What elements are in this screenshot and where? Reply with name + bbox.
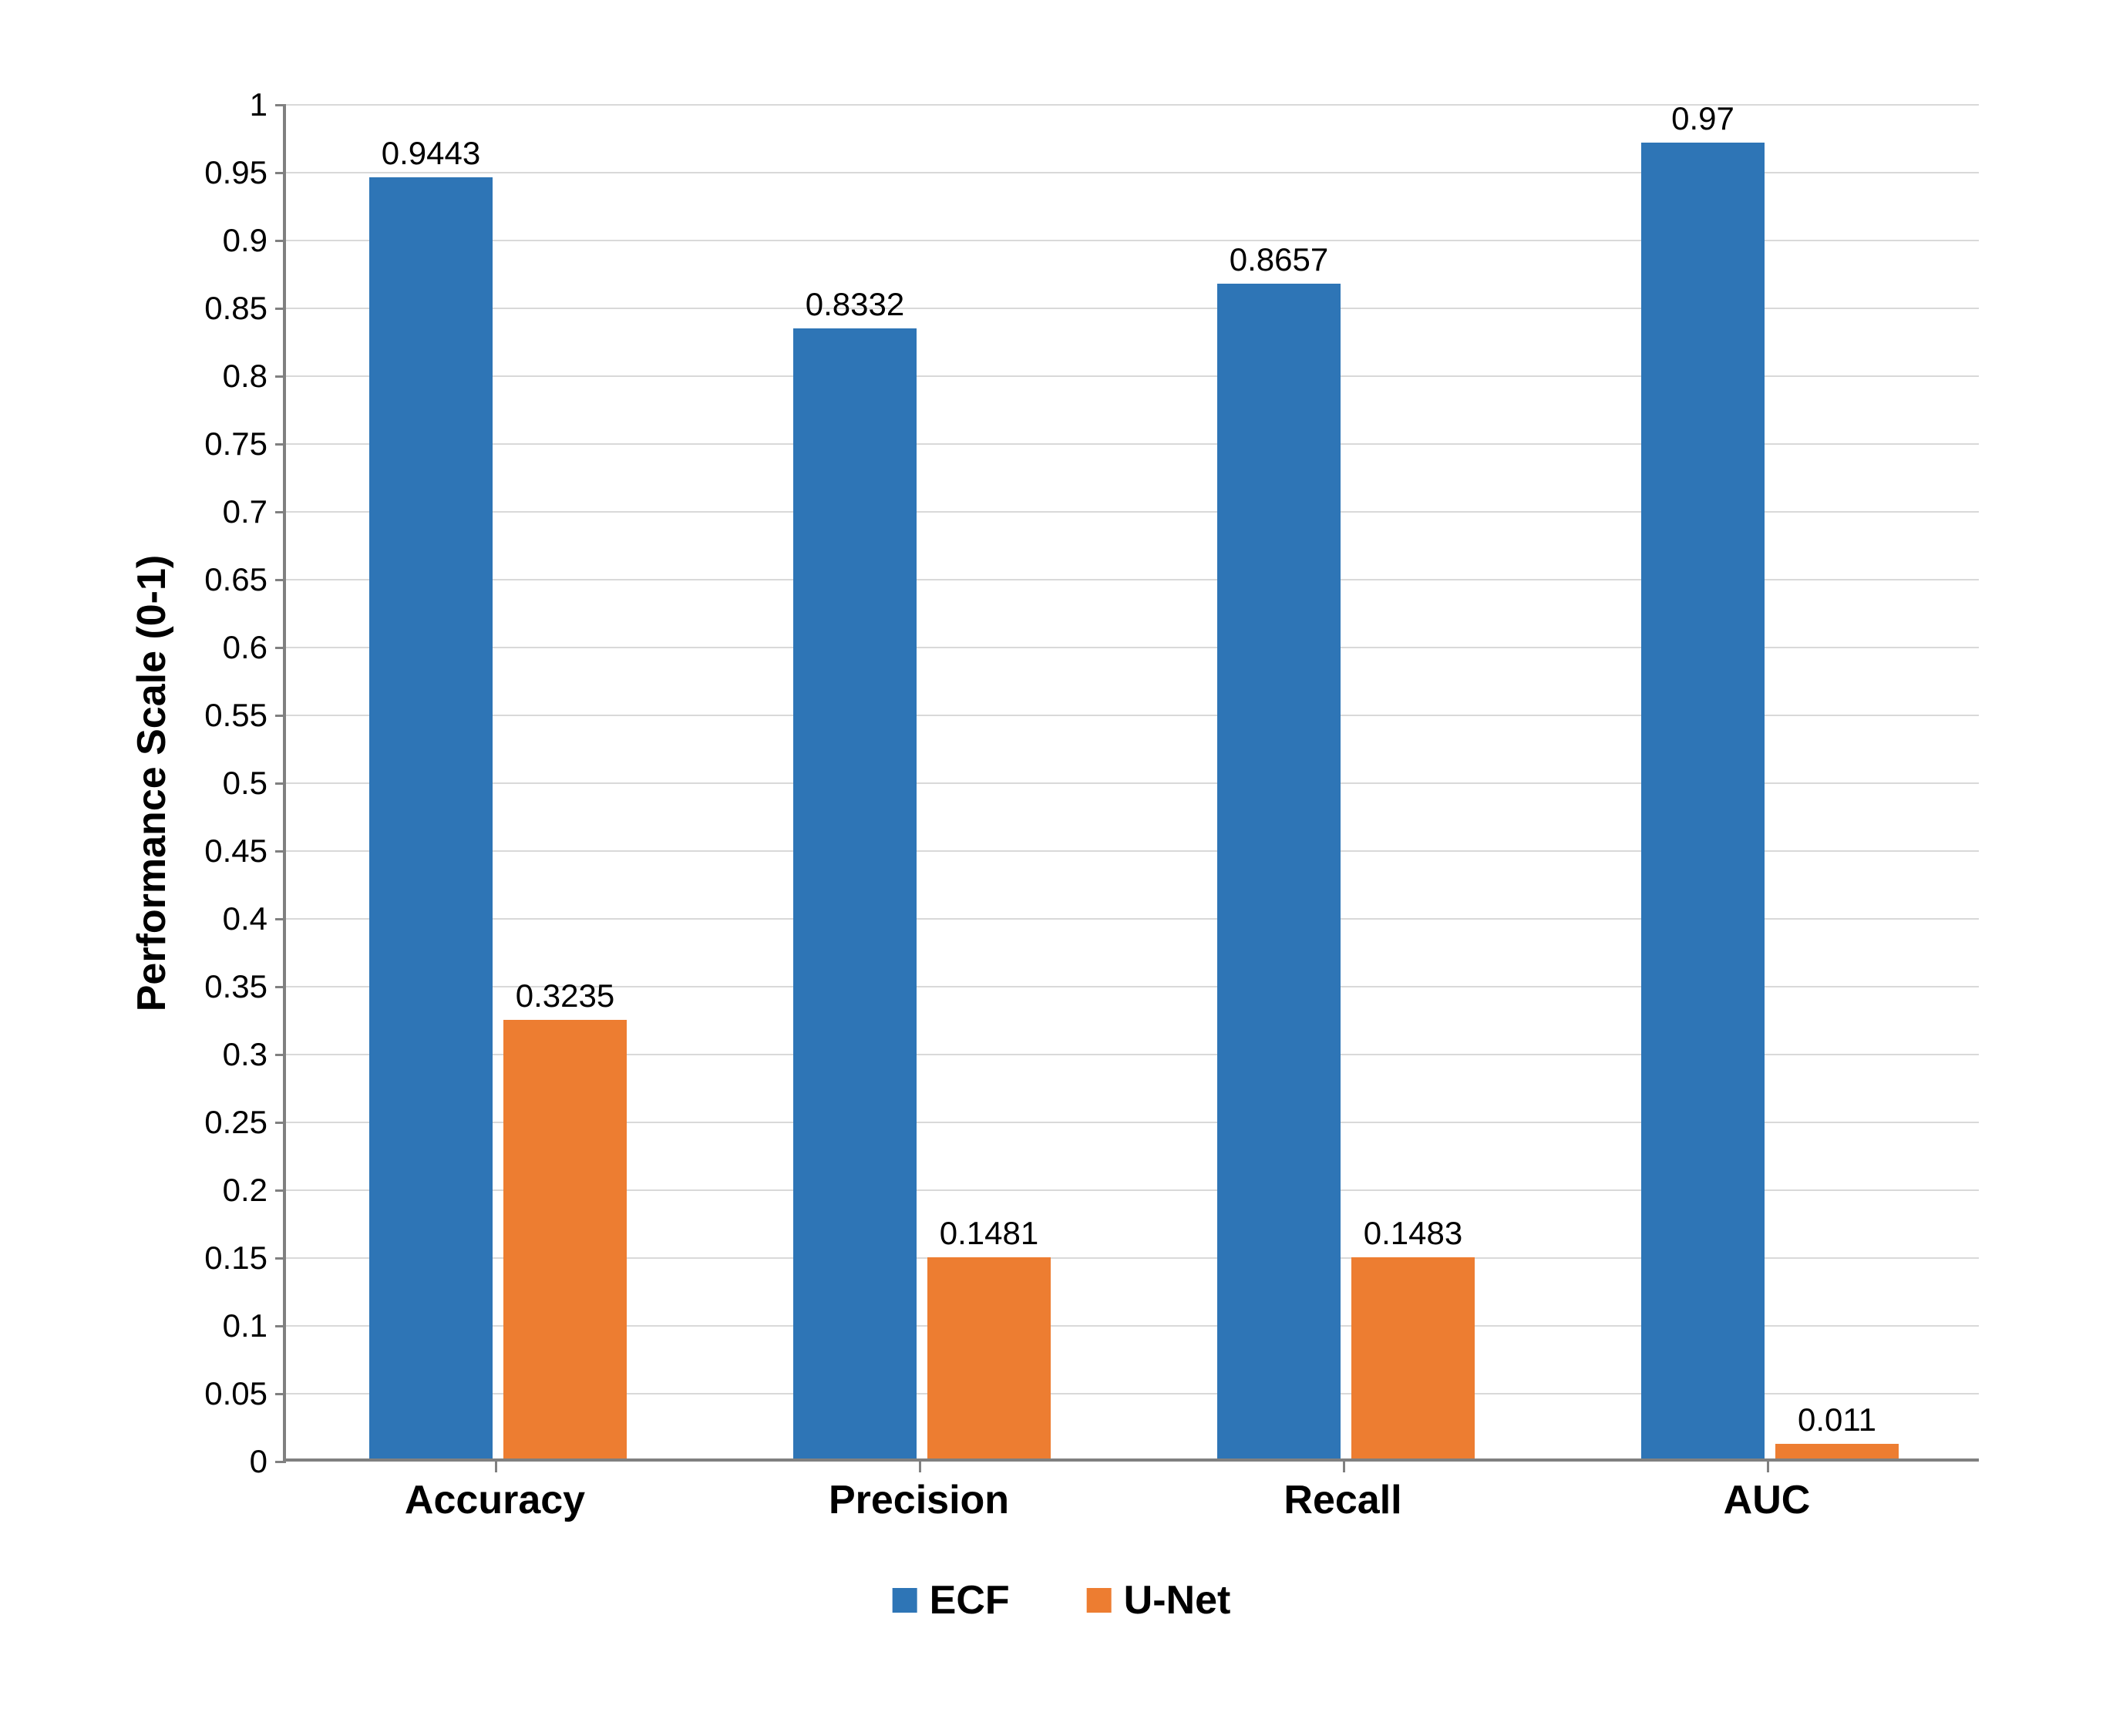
y-tick-label: 1 — [250, 86, 267, 123]
x-tick-mark — [495, 1462, 497, 1472]
bar-u-net: 0.011 — [1775, 1444, 1899, 1458]
legend-label-unet: U-Net — [1124, 1577, 1231, 1623]
x-tick-label: Precision — [829, 1477, 1009, 1523]
bar-ecf: 0.8657 — [1217, 284, 1341, 1458]
y-tick-label: 0.1 — [223, 1307, 267, 1344]
y-tick-mark — [275, 850, 286, 853]
bar-value-label: 0.8657 — [1230, 241, 1328, 278]
y-tick-mark — [275, 443, 286, 446]
x-tick-mark — [919, 1462, 921, 1472]
bar-value-label: 0.3235 — [516, 977, 614, 1014]
y-tick-mark — [275, 1189, 286, 1192]
chart-container: Performance Scale (0-1) 0.94430.32350.83… — [98, 59, 2025, 1677]
y-tick-mark — [275, 1257, 286, 1260]
y-tick-label: 0 — [250, 1443, 267, 1480]
legend-item-unet: U-Net — [1087, 1577, 1231, 1623]
bar-u-net: 0.3235 — [503, 1020, 627, 1458]
y-tick-mark — [275, 715, 286, 717]
y-tick-label: 0.75 — [204, 426, 267, 463]
y-tick-label: 0.05 — [204, 1375, 267, 1412]
y-tick-mark — [275, 1461, 286, 1463]
y-tick-label: 0.4 — [223, 900, 267, 937]
legend-swatch-unet — [1087, 1588, 1112, 1613]
category-group: 0.83320.1481 — [793, 328, 1051, 1458]
bar-ecf: 0.8332 — [793, 328, 917, 1458]
bar-u-net: 0.1483 — [1351, 1257, 1475, 1458]
bar-value-label: 0.8332 — [806, 286, 904, 323]
y-tick-label: 0.35 — [204, 968, 267, 1005]
y-tick-label: 0.8 — [223, 358, 267, 395]
y-tick-mark — [275, 308, 286, 310]
legend-item-ecf: ECF — [893, 1577, 1010, 1623]
bar-ecf: 0.97 — [1641, 143, 1765, 1458]
y-tick-label: 0.6 — [223, 629, 267, 666]
y-tick-label: 0.9 — [223, 222, 267, 259]
y-tick-mark — [275, 240, 286, 242]
y-tick-label: 0.3 — [223, 1036, 267, 1073]
y-tick-label: 0.55 — [204, 697, 267, 734]
bar-u-net: 0.1481 — [927, 1257, 1051, 1458]
category-group: 0.94430.3235 — [369, 177, 627, 1458]
y-tick-label: 0.5 — [223, 765, 267, 802]
legend-label-ecf: ECF — [930, 1577, 1010, 1623]
x-tick-label: Accuracy — [405, 1477, 585, 1523]
legend-swatch-ecf — [893, 1588, 917, 1613]
bar-ecf: 0.9443 — [369, 177, 493, 1458]
x-tick-mark — [1767, 1462, 1769, 1472]
category-group: 0.86570.1483 — [1217, 284, 1475, 1458]
y-tick-mark — [275, 579, 286, 581]
y-tick-mark — [275, 1122, 286, 1124]
y-tick-mark — [275, 647, 286, 649]
y-tick-label: 0.65 — [204, 561, 267, 598]
x-tick-label: Recall — [1284, 1477, 1401, 1523]
y-axis-title: Performance Scale (0-1) — [129, 555, 175, 1012]
legend: ECF U-Net — [893, 1577, 1231, 1623]
x-tick-mark — [1343, 1462, 1345, 1472]
y-tick-mark — [275, 511, 286, 513]
y-tick-label: 0.15 — [204, 1240, 267, 1277]
y-tick-mark — [275, 375, 286, 378]
y-tick-label: 0.95 — [204, 154, 267, 191]
y-tick-label: 0.7 — [223, 493, 267, 530]
bar-value-label: 0.1481 — [940, 1215, 1038, 1252]
bar-value-label: 0.011 — [1798, 1401, 1876, 1438]
y-tick-mark — [275, 1325, 286, 1327]
y-tick-mark — [275, 1054, 286, 1056]
plot-area: 0.94430.32350.83320.14810.86570.14830.97… — [283, 105, 1979, 1462]
y-tick-mark — [275, 104, 286, 106]
y-tick-mark — [275, 918, 286, 920]
y-tick-label: 0.45 — [204, 833, 267, 870]
y-tick-label: 0.2 — [223, 1172, 267, 1209]
bar-value-label: 0.1483 — [1364, 1215, 1462, 1252]
y-tick-mark — [275, 986, 286, 988]
y-tick-label: 0.85 — [204, 290, 267, 327]
x-tick-label: AUC — [1724, 1477, 1811, 1523]
y-tick-label: 0.25 — [204, 1104, 267, 1141]
y-tick-mark — [275, 782, 286, 785]
y-tick-mark — [275, 172, 286, 174]
y-tick-mark — [275, 1393, 286, 1395]
category-group: 0.97 0.011 — [1641, 143, 1899, 1458]
bar-value-label: 0.97 — [1671, 100, 1734, 137]
bar-value-label: 0.9443 — [382, 135, 480, 172]
